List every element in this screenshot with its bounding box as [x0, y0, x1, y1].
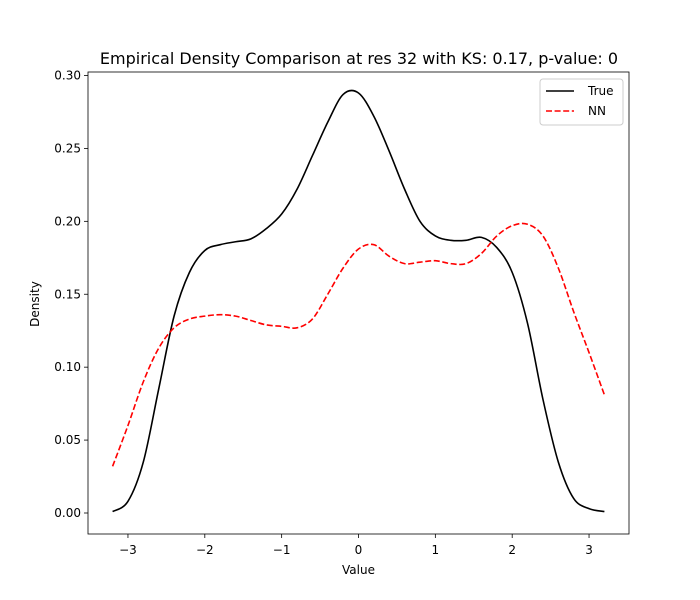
- legend: True NN: [539, 78, 624, 126]
- y-axis: 0.00 0.05 0.10 0.15 0.20 0.25 0.30: [54, 69, 88, 520]
- y-tick-label: 0.30: [54, 69, 81, 83]
- y-tick-label: 0.00: [54, 506, 81, 520]
- x-tick-label: 3: [585, 543, 593, 557]
- x-tick-label: 1: [432, 543, 440, 557]
- series-line-nn: [111, 222, 606, 467]
- legend-label-nn: NN: [588, 104, 606, 118]
- series-group: [111, 89, 606, 513]
- x-axis-label: Value: [342, 563, 375, 577]
- x-tick-label: 0: [355, 543, 363, 557]
- x-tick-label: 2: [508, 543, 516, 557]
- y-axis-label: Density: [28, 281, 42, 327]
- y-tick-label: 0.20: [54, 214, 81, 228]
- y-tick-label: 0.25: [54, 141, 81, 155]
- y-tick-label: 0.10: [54, 360, 81, 374]
- legend-label-true: True: [587, 84, 614, 98]
- y-tick-label: 0.05: [54, 433, 81, 447]
- x-tick-label: −1: [273, 543, 291, 557]
- x-tick-label: −3: [119, 543, 137, 557]
- x-axis: −3 −2 −1 0 1 2 3: [119, 534, 593, 557]
- y-tick-label: 0.15: [54, 287, 81, 301]
- chart-title: Empirical Density Comparison at res 32 w…: [100, 49, 618, 68]
- plot-frame: [87, 71, 630, 535]
- series-line-true: [112, 89, 605, 513]
- x-tick-label: −2: [196, 543, 214, 557]
